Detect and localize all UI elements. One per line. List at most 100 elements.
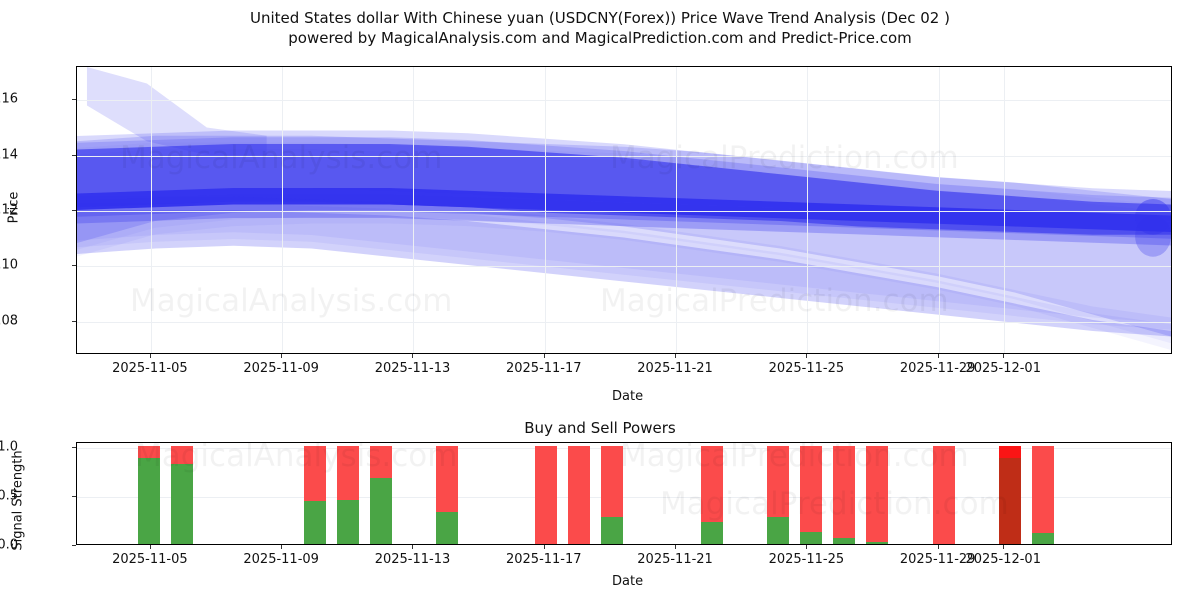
price-y-tick: [72, 320, 76, 322]
price-gridline-v: [807, 67, 809, 353]
signal-x-tick: [1003, 545, 1005, 549]
sell-power-segment: [700, 445, 723, 523]
signal-x-tick: [675, 545, 677, 549]
buy-power-segment: [369, 478, 392, 544]
buy-power-segment: [137, 457, 160, 544]
signal-bar[interactable]: [435, 445, 458, 544]
signal-x-tick-label: 2025-11-21: [637, 552, 713, 567]
signal-bar[interactable]: [932, 445, 955, 544]
signal-x-tick-label: 2025-12-01: [965, 552, 1041, 567]
sell-power-segment: [833, 445, 856, 539]
wave-band-echo: [77, 130, 1171, 222]
price-x-tick: [149, 354, 151, 358]
signal-bar[interactable]: [767, 445, 790, 544]
wave-band-echo: [77, 194, 1171, 239]
signal-bar[interactable]: [170, 445, 193, 544]
buy-power-segment: [700, 522, 723, 544]
signal-gridline: [77, 496, 1171, 498]
signal-x-tick: [149, 545, 151, 549]
sell-power-segment: [336, 445, 359, 500]
price-x-tick: [412, 354, 414, 358]
price-x-tick-label: 2025-11-21: [637, 361, 713, 376]
price-y-tick-label: 7.14: [0, 147, 18, 163]
price-x-tick: [937, 354, 939, 358]
signal-x-tick: [937, 545, 939, 549]
price-chart-plot-area: [76, 66, 1172, 354]
price-gridline: [77, 155, 1171, 157]
signal-bar[interactable]: [866, 445, 889, 544]
price-x-axis-label: Date: [612, 389, 644, 404]
signal-x-tick-label: 2025-11-09: [243, 552, 319, 567]
signal-bar[interactable]: [568, 445, 591, 544]
signal-y-tick: [72, 495, 76, 497]
price-x-tick-label: 2025-11-25: [768, 361, 845, 376]
sell-power-segment: [601, 445, 624, 517]
sell-power-segment: [303, 445, 326, 501]
signal-bar[interactable]: [369, 445, 392, 544]
wave-band: [77, 210, 1171, 337]
price-gridline: [77, 211, 1171, 212]
signal-bar[interactable]: [601, 445, 624, 544]
wave-end-cap: [1135, 199, 1171, 235]
page-title: United States dollar With Chinese yuan (…: [0, 8, 1200, 48]
price-gridline-v: [282, 67, 284, 353]
price-x-tick: [281, 354, 283, 358]
price-x-tick: [675, 354, 677, 358]
price-x-tick: [806, 354, 808, 358]
signal-x-tick: [412, 545, 414, 549]
signal-bar[interactable]: [137, 445, 160, 544]
signal-bar[interactable]: [1031, 445, 1054, 544]
signal-bar[interactable]: [800, 445, 823, 544]
sell-power-segment: [535, 445, 558, 544]
price-y-tick-label: 7.16: [0, 91, 18, 107]
price-x-tick-label: 2025-11-29: [899, 361, 976, 376]
price-gridline-v: [413, 67, 415, 353]
wave-band-echo: [77, 196, 1171, 324]
price-gridline-v: [150, 67, 152, 353]
sell-power-segment: [369, 445, 392, 479]
wave-band: [77, 187, 1171, 233]
sell-power-segment: [800, 445, 823, 533]
signal-x-tick: [806, 545, 808, 549]
signal-y-axis-label: Signal Strength: [10, 450, 26, 551]
sell-power-segment: [767, 445, 790, 517]
price-y-tick-label: 7.12: [0, 202, 18, 218]
signal-bar[interactable]: [535, 445, 558, 544]
buy-power-segment: [1031, 533, 1054, 544]
signal-bar[interactable]: [303, 445, 326, 544]
signal-y-tick-label: 1.0: [0, 439, 18, 455]
signal-x-tick-label: 2025-11-05: [112, 552, 188, 567]
sell-power-segment: [1031, 445, 1054, 534]
price-x-tick-label: 2025-12-01: [965, 361, 1041, 376]
sell-power-segment: [170, 445, 193, 464]
price-y-tick: [72, 265, 76, 267]
buy-power-segment: [303, 500, 326, 544]
signal-x-tick-label: 2025-11-25: [768, 552, 845, 567]
signal-x-tick: [543, 545, 545, 549]
sell-power-segment: [866, 445, 889, 543]
price-gridline-v: [1004, 67, 1006, 353]
buy-power-segment: [866, 542, 889, 544]
signal-y-tick-label: 0.5: [0, 488, 18, 504]
signal-bar[interactable]: [998, 445, 1021, 544]
price-x-tick: [1003, 354, 1005, 358]
sell-power-segment: [137, 445, 160, 458]
price-gridline-v: [938, 67, 940, 353]
wave-band: [86, 67, 267, 155]
signal-bar[interactable]: [833, 445, 856, 544]
wave-band-echo: [77, 137, 1171, 228]
sell-power-segment: [998, 445, 1021, 544]
signal-x-tick-label: 2025-11-29: [899, 552, 976, 567]
price-gridline-v: [676, 67, 678, 353]
signal-y-tick: [72, 446, 76, 448]
buy-power-segment: [833, 538, 856, 544]
sell-power-segment: [568, 445, 591, 544]
wave-band-echo: [77, 201, 1171, 246]
signal-bar[interactable]: [700, 445, 723, 544]
signal-bar[interactable]: [336, 445, 359, 544]
price-x-tick: [543, 354, 545, 358]
price-y-tick: [72, 154, 76, 156]
sell-power-segment: [932, 445, 955, 544]
price-x-tick-label: 2025-11-13: [374, 361, 451, 376]
signal-chart-title: Buy and Sell Powers: [524, 419, 676, 437]
